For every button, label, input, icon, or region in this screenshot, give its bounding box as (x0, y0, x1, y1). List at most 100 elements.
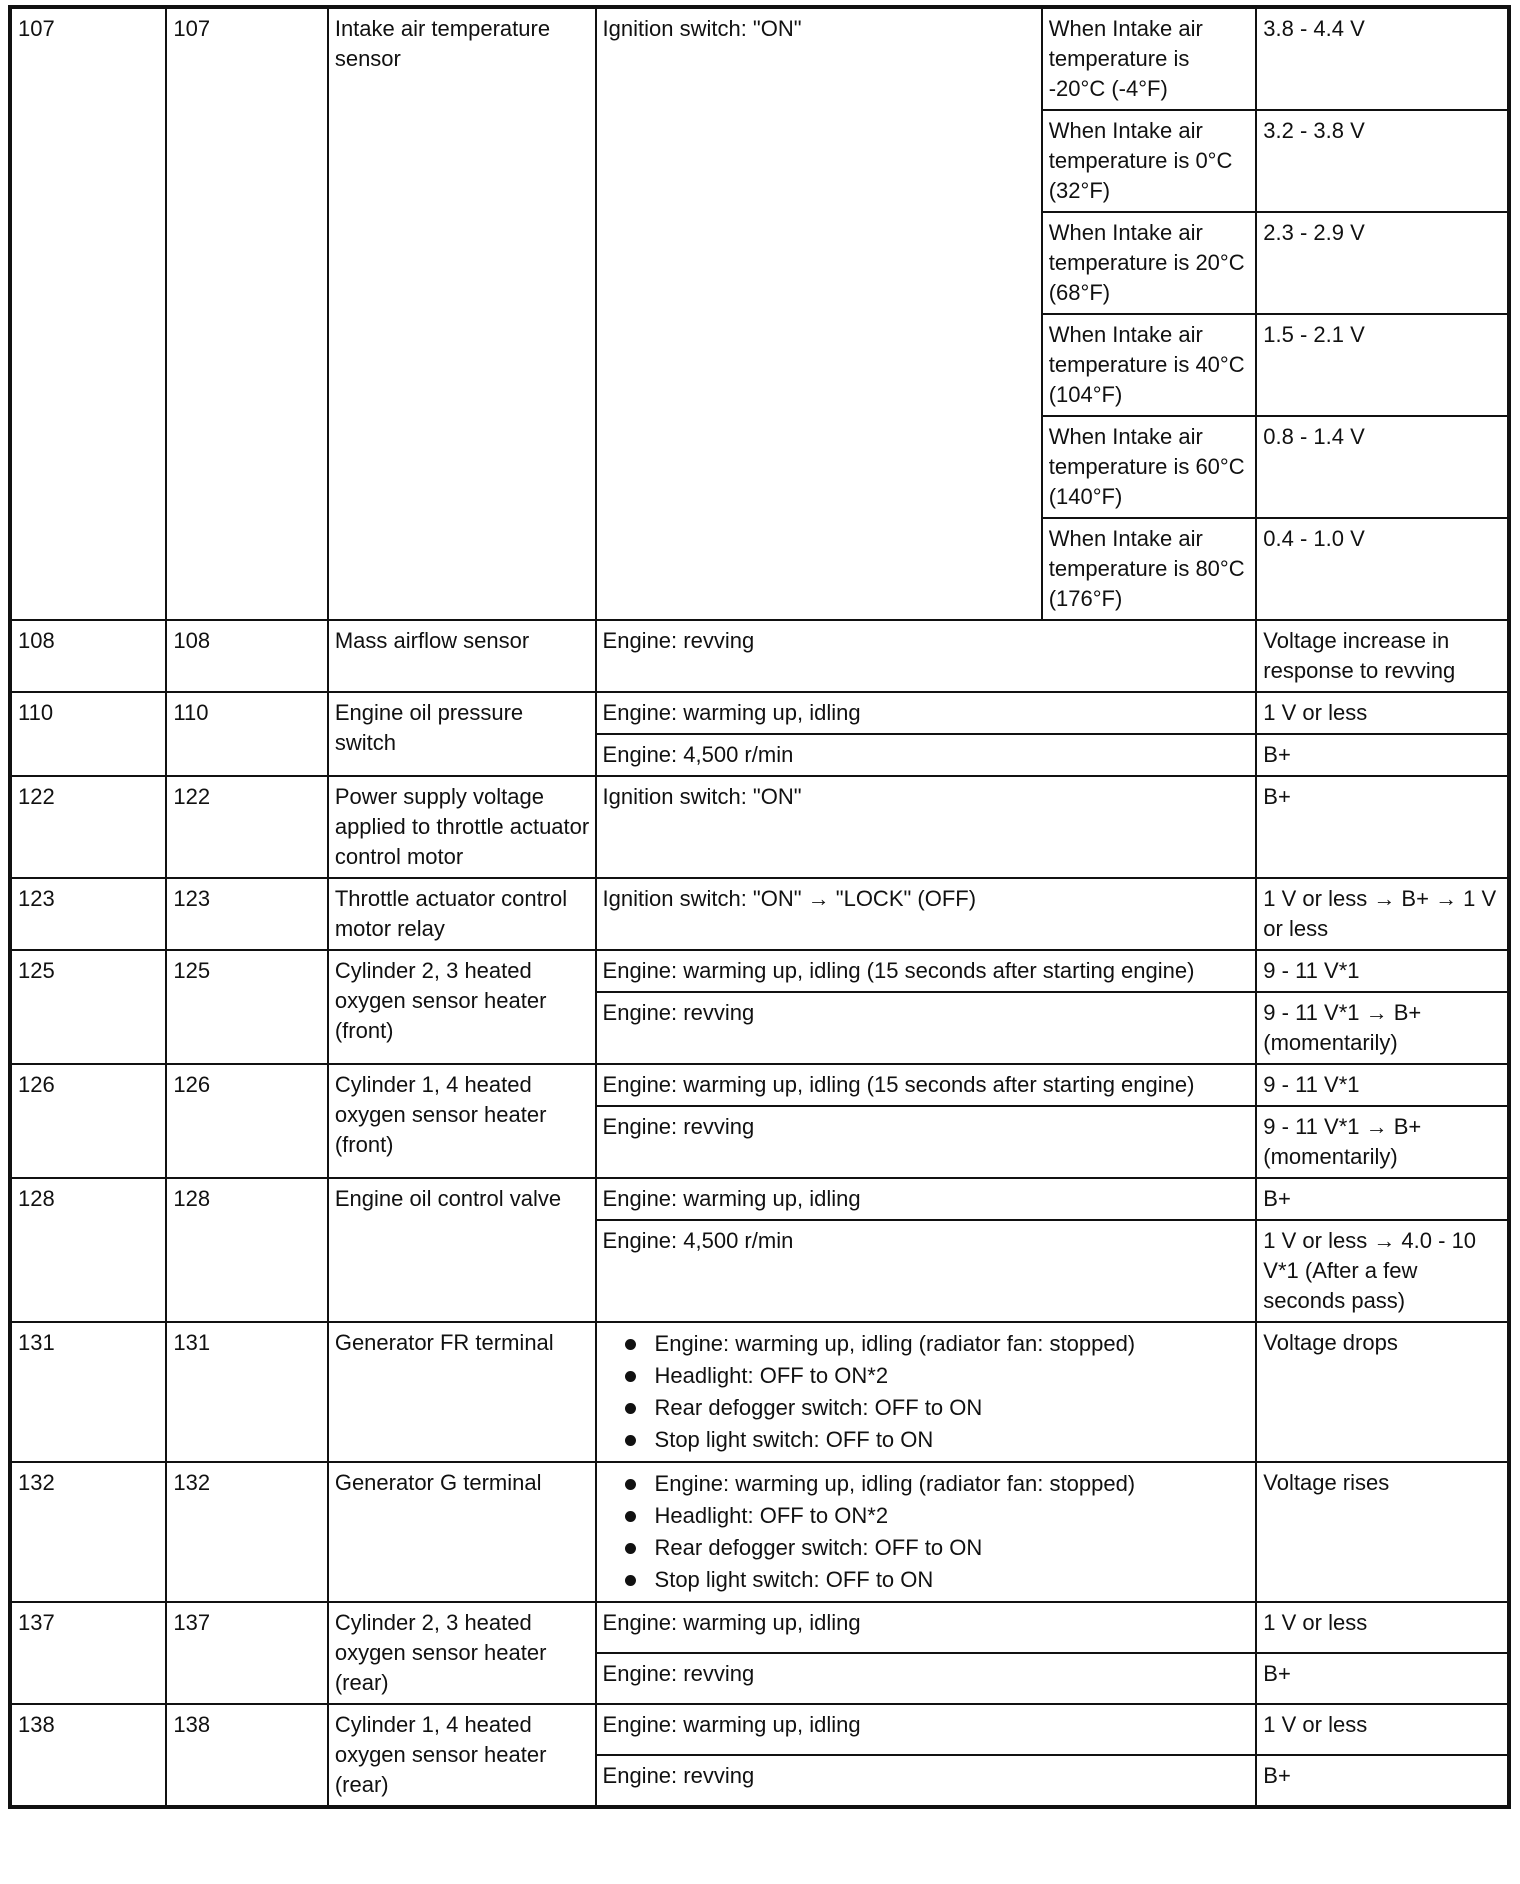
pin-number: 125 (8, 949, 168, 1065)
table-row: 107 107 Intake air temperature sensor Ignit… (8, 6, 1510, 621)
condition-detail: When Intake air temperature is 20°C (68°… (1040, 211, 1258, 315)
voltage-value: B+ (1255, 1177, 1510, 1221)
voltage-value: 3.2 - 3.8 V (1255, 109, 1510, 213)
table-row: Engine: revving 9 - 11 V*1 → B+ (momentar… (10, 1105, 1510, 1179)
condition-bullet-item: Stop light switch: OFF to ON (603, 1424, 1251, 1456)
pin-number-alt: 110 (165, 691, 329, 777)
pin-number-alt: 131 (165, 1321, 329, 1463)
condition-bullet-item: Headlight: OFF to ON*2 (603, 1360, 1251, 1392)
pin-number-alt: 138 (165, 1703, 329, 1808)
voltage-value: 0.8 - 1.4 V (1255, 415, 1510, 519)
condition-list: Engine: warming up, idling (radiator fan… (594, 1321, 1258, 1463)
pin-number: 122 (8, 775, 168, 879)
signal-name: Cylinder 1, 4 heated oxygen sensor heate… (326, 1063, 597, 1179)
pin-number-alt: 128 (165, 1177, 329, 1323)
condition-detail: When Intake air temperature is 80°C (176… (1040, 517, 1258, 621)
condition: Engine: revving (594, 1753, 1258, 1809)
condition-detail: When Intake air temperature is 40°C (104… (1040, 313, 1258, 417)
table-row: 126 126 Cylinder 1, 4 heated oxygen sensor… (8, 1063, 1510, 1179)
condition-bullets: Engine: warming up, idling (radiator fan… (603, 1328, 1251, 1456)
voltage-value: 9 - 11 V*1 → B+ (momentarily) (1255, 1105, 1510, 1179)
signal-name: Cylinder 2, 3 heated oxygen sensor heate… (326, 949, 597, 1065)
table-row: 131 131 Generator FR terminal Engine: warmi… (8, 1321, 1510, 1463)
signal-name: Engine oil control valve (326, 1177, 597, 1323)
pin-number-alt: 108 (165, 619, 329, 693)
voltage-value: 1 V or less (1255, 1601, 1510, 1654)
pin-number-alt: 137 (165, 1601, 329, 1705)
pin-number-alt: 123 (165, 877, 329, 951)
condition: Engine: warming up, idling (15 seconds a… (594, 1063, 1258, 1107)
pin-number: 123 (8, 877, 168, 951)
voltage-value: 1 V or less → 4.0 - 10 V*1 (After a few … (1255, 1219, 1510, 1323)
voltage-value: Voltage drops (1255, 1321, 1510, 1463)
condition-bullet-item: Rear defogger switch: OFF to ON (603, 1392, 1251, 1424)
terminal-voltage-table: 107 107 Intake air temperature sensor Ignit… (8, 5, 1511, 1809)
table-row: 122 122 Power supply voltage applied to th… (8, 775, 1510, 879)
condition-bullet-item: Rear defogger switch: OFF to ON (603, 1532, 1251, 1564)
condition: Engine: warming up, idling (594, 1601, 1258, 1654)
table-row: 128 128 Engine oil control valve Engine: wa… (8, 1177, 1510, 1323)
table-row: Engine: revving B+ (10, 1652, 1510, 1705)
voltage-value: Voltage rises (1255, 1461, 1510, 1603)
voltage-value: 1.5 - 2.1 V (1255, 313, 1510, 417)
voltage-value: 1 V or less → B+ → 1 V or less (1255, 877, 1510, 951)
table-row: Engine: revving 9 - 11 V*1 → B+ (momentar… (10, 991, 1510, 1065)
condition-detail: When Intake air temperature is 0°C (32°F… (1040, 109, 1258, 213)
table-row: 138 138 Cylinder 1, 4 heated oxygen sensor… (8, 1703, 1510, 1808)
table-row: When Intake air temperature is 40°C (104… (10, 313, 1510, 417)
table-row: 110 110 Engine oil pressure switch Engine: … (8, 691, 1510, 777)
condition-detail: When Intake air temperature is -20°C (-4… (1040, 6, 1258, 111)
condition-bullet-item: Engine: warming up, idling (radiator fan… (603, 1328, 1251, 1360)
pin-number: 110 (8, 691, 168, 777)
voltage-value: 3.8 - 4.4 V (1255, 6, 1510, 111)
table-row: When Intake air temperature is 20°C (68°… (10, 211, 1510, 315)
signal-name: Cylinder 2, 3 heated oxygen sensor heate… (326, 1601, 597, 1705)
voltage-value: B+ (1255, 1753, 1510, 1809)
signal-name: Power supply voltage applied to throttle… (326, 775, 597, 879)
signal-name: Mass airflow sensor (326, 619, 597, 693)
condition: Engine: 4,500 r/min (594, 1219, 1258, 1323)
condition-bullets: Engine: warming up, idling (radiator fan… (603, 1468, 1251, 1596)
condition-list: Engine: warming up, idling (radiator fan… (594, 1461, 1258, 1603)
condition: Engine: revving (594, 1652, 1258, 1705)
pin-number: 132 (8, 1461, 168, 1603)
pin-number-alt: 122 (165, 775, 329, 879)
signal-name: Generator FR terminal (326, 1321, 597, 1463)
voltage-value: B+ (1255, 775, 1510, 879)
condition: Engine: warming up, idling (594, 1703, 1258, 1756)
condition-bullet-item: Headlight: OFF to ON*2 (603, 1500, 1251, 1532)
condition: Engine: warming up, idling (594, 1177, 1258, 1221)
voltage-value: 2.3 - 2.9 V (1255, 211, 1510, 315)
voltage-value: 0.4 - 1.0 V (1255, 517, 1510, 621)
voltage-value: 9 - 11 V*1 (1255, 1063, 1510, 1107)
condition: Engine: warming up, idling (594, 691, 1258, 735)
pin-number: 107 (8, 6, 168, 621)
condition-bullet-item: Engine: warming up, idling (radiator fan… (603, 1468, 1251, 1500)
pin-number: 128 (8, 1177, 168, 1323)
voltage-value: B+ (1255, 1652, 1510, 1705)
condition: Ignition switch: "ON" (594, 6, 1043, 621)
voltage-value: B+ (1255, 733, 1510, 777)
table-row: 125 125 Cylinder 2, 3 heated oxygen sensor… (8, 949, 1510, 1065)
table-row: Engine: 4,500 r/min B+ (10, 733, 1510, 777)
condition: Engine: revving (594, 619, 1258, 693)
voltage-value: Voltage increase in response to revving (1255, 619, 1510, 693)
condition: Engine: warming up, idling (15 seconds a… (594, 949, 1258, 993)
pin-number: 138 (8, 1703, 168, 1808)
table-row: Engine: 4,500 r/min 1 V or less → 4.0 - 1… (10, 1219, 1510, 1323)
signal-name: Cylinder 1, 4 heated oxygen sensor heate… (326, 1703, 597, 1808)
pin-number-alt: 107 (165, 6, 329, 621)
voltage-value: 9 - 11 V*1 → B+ (momentarily) (1255, 991, 1510, 1065)
table-row: 108 108 Mass airflow sensor Engine: revving… (8, 619, 1510, 693)
voltage-value: 9 - 11 V*1 (1255, 949, 1510, 993)
pin-number: 126 (8, 1063, 168, 1179)
condition: Ignition switch: "ON" (594, 775, 1258, 879)
condition: Engine: revving (594, 1105, 1258, 1179)
table-row: 137 137 Cylinder 2, 3 heated oxygen sensor… (8, 1601, 1510, 1705)
signal-name: Intake air temperature sensor (326, 6, 597, 621)
signal-name: Engine oil pressure switch (326, 691, 597, 777)
condition-detail: When Intake air temperature is 60°C (140… (1040, 415, 1258, 519)
voltage-value: 1 V or less (1255, 691, 1510, 735)
table-row: Engine: revving B+ (10, 1753, 1510, 1809)
table-row: When Intake air temperature is 0°C (32°F… (10, 109, 1510, 213)
